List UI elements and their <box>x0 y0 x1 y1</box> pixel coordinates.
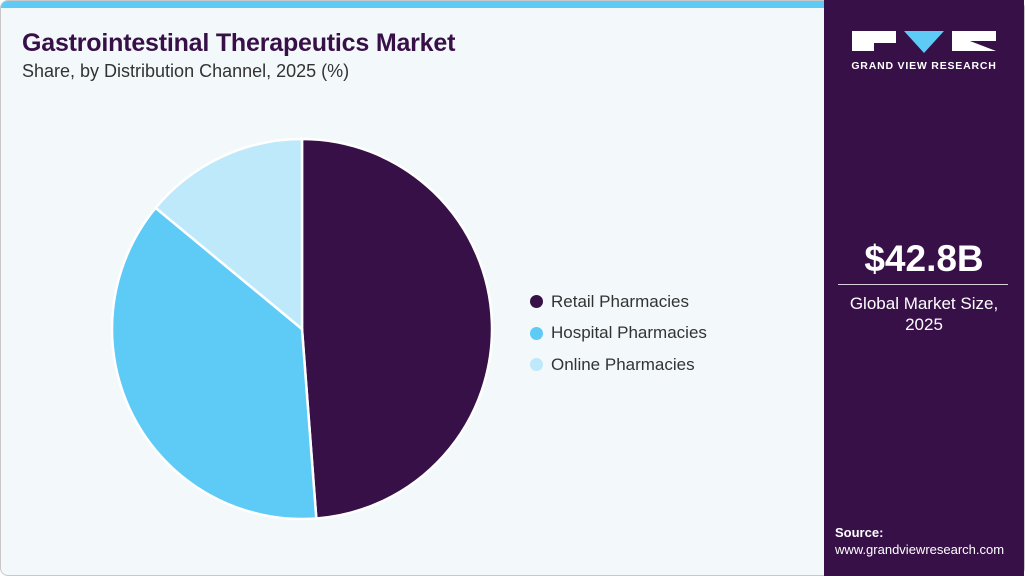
legend-dot-icon <box>530 326 543 340</box>
legend-dot-icon <box>530 295 543 309</box>
legend-label: Online Pharmacies <box>551 354 695 374</box>
pie-slice-hospital-pharmacies <box>110 206 318 521</box>
legend-label: Hospital Pharmacies <box>551 323 707 343</box>
pie-slice-retail-pharmacies <box>300 137 494 520</box>
market-size-value: $42.8B <box>864 238 984 279</box>
sidebar-panel: GRAND VIEW RESEARCH $42.8B Global Market… <box>824 0 1024 576</box>
source-url[interactable]: www.grandviewresearch.com <box>835 542 1005 557</box>
legend-label: Retail Pharmacies <box>551 291 689 311</box>
pie-slice-online-pharmacies <box>153 137 304 332</box>
chart-title: Gastrointestinal Therapeutics Market <box>22 29 456 57</box>
market-size-label-text: Global Market Size, 2025 <box>849 294 999 334</box>
legend-dot-icon <box>530 358 543 372</box>
legend-item-retail: Retail Pharmacies <box>530 286 707 318</box>
chart-subtitle: Share, by Distribution Channel, 2025 (%) <box>22 61 350 81</box>
market-size-label: Global Market Size, 2025 <box>824 293 1024 335</box>
source-label: Source: <box>835 525 884 540</box>
gvr-logo-icon <box>852 31 996 53</box>
accent-bar <box>1 1 825 8</box>
divider <box>838 284 1008 285</box>
pie-chart <box>110 137 494 521</box>
legend-item-hospital: Hospital Pharmacies <box>530 318 707 350</box>
legend-item-online: Online Pharmacies <box>530 349 707 381</box>
legend: Retail Pharmacies Hospital Pharmacies On… <box>530 286 707 381</box>
brand-name: GRAND VIEW RESEARCH <box>851 60 997 72</box>
